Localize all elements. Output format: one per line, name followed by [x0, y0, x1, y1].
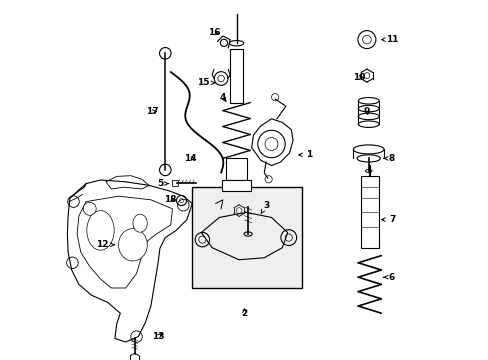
Ellipse shape: [118, 229, 147, 261]
Ellipse shape: [83, 202, 96, 215]
Bar: [360, 176, 378, 248]
Bar: [225, 158, 247, 180]
Text: 4: 4: [219, 93, 225, 102]
Text: 18: 18: [164, 195, 177, 204]
Text: 11: 11: [381, 35, 398, 44]
Text: 6: 6: [383, 273, 394, 282]
Text: 16: 16: [207, 28, 220, 37]
Bar: [222, 180, 250, 191]
Text: 9: 9: [363, 107, 369, 116]
Text: 8: 8: [383, 154, 394, 163]
Ellipse shape: [133, 214, 147, 232]
Text: 7: 7: [381, 215, 394, 224]
Text: 5: 5: [157, 179, 168, 188]
Text: 10: 10: [353, 73, 365, 82]
Text: 3: 3: [261, 201, 269, 213]
Text: 1: 1: [298, 150, 312, 159]
Bar: [192, 187, 302, 288]
Text: 15: 15: [197, 78, 215, 87]
Text: 14: 14: [184, 154, 196, 163]
Text: 2: 2: [241, 309, 247, 318]
Bar: [230, 49, 243, 103]
Text: 13: 13: [152, 332, 164, 341]
Ellipse shape: [87, 211, 114, 250]
Text: 12: 12: [96, 240, 114, 249]
Text: 17: 17: [146, 107, 159, 116]
Bar: [172, 180, 178, 186]
